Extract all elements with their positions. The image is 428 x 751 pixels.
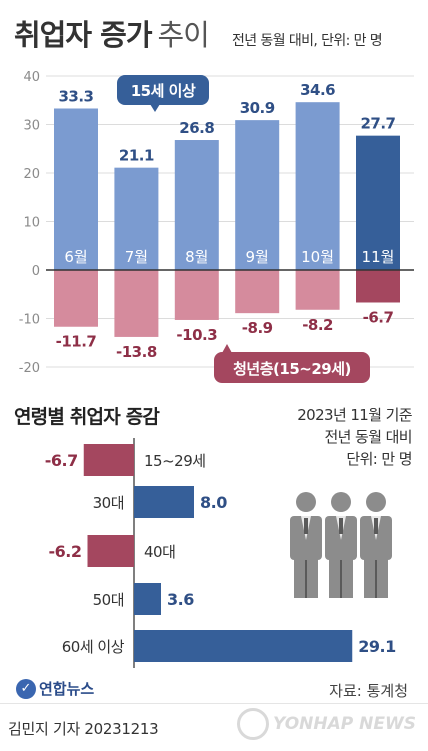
age-value-label: 8.0 [200, 493, 227, 512]
watermark-icon [237, 708, 270, 740]
bar-negative [235, 270, 280, 314]
age-category-label: 50대 [93, 591, 124, 609]
data-label-negative: -10.3 [176, 326, 217, 344]
age-bar [87, 535, 134, 567]
data-label-positive: 27.7 [360, 115, 395, 133]
footer-bar [0, 703, 428, 751]
bar-positive [235, 120, 280, 270]
bar-positive [54, 108, 98, 271]
age-bar [134, 583, 161, 615]
data-source: 자료: 통계청 [329, 682, 408, 700]
reporter-credit: 김민지 기자 20231213 [8, 720, 159, 738]
note-date: 2023년 11월 기준 [297, 406, 412, 424]
data-label-negative: -8.9 [242, 319, 273, 337]
month-label: 8월 [185, 248, 208, 266]
age-value-label: -6.7 [45, 451, 78, 470]
bar-positive [114, 167, 159, 270]
age-bar [134, 630, 353, 662]
month-label: 6월 [64, 248, 87, 266]
bar-negative [174, 270, 219, 320]
y-tick-label: -10 [19, 313, 40, 328]
bar-negative [295, 270, 340, 310]
data-label-negative: -6.7 [363, 308, 394, 326]
data-label-negative: -8.2 [302, 316, 333, 334]
month-label: 9월 [246, 248, 269, 266]
bar-positive [295, 102, 340, 270]
y-tick-label: 20 [23, 167, 40, 182]
age-category-label: 15~29세 [144, 452, 206, 470]
legend-chip-bg [214, 352, 370, 383]
month-label: 11월 [362, 248, 395, 266]
note-unit: 단위: 만 명 [346, 450, 412, 468]
bar-negative [54, 270, 98, 327]
people-group-icon [290, 492, 392, 598]
data-label-positive: 21.1 [119, 147, 154, 165]
y-tick-label: -20 [19, 361, 40, 376]
unit-note: 전년 동월 대비, 단위: 만 명 [232, 33, 383, 49]
y-tick-label: 10 [23, 216, 40, 231]
age-bar [134, 486, 194, 518]
y-tick-label: 0 [32, 264, 40, 279]
age-value-label: -6.2 [49, 542, 82, 561]
legend-chip-youth: 청년층(15~29세) [214, 344, 370, 383]
month-label: 7월 [125, 248, 148, 266]
y-tick-label: 30 [23, 119, 40, 134]
page-title: 취업자 증가 추이 [14, 18, 210, 52]
watermark: YONHAP NEWS [237, 708, 416, 740]
age-category-label: 40대 [144, 543, 175, 561]
section-notes: 2023년 11월 기준 전년 동월 대비 단위: 만 명 [297, 404, 412, 470]
y-tick-label: 40 [23, 70, 40, 85]
bar-positive [174, 140, 219, 270]
legend-chip-text: 15세 이상 [131, 82, 196, 100]
legend-chip-text: 청년층(15~29세) [233, 360, 351, 378]
age-value-label: 29.1 [358, 637, 396, 656]
legend-chip-pointer [222, 344, 232, 353]
data-label-positive: 34.6 [300, 81, 335, 99]
data-label-positive: 33.3 [58, 87, 93, 105]
section-title: 연령별 취업자 증감 [14, 406, 160, 428]
age-category-label: 30대 [93, 494, 124, 512]
legend-chip-pointer [150, 104, 160, 112]
bar-negative [356, 270, 400, 303]
logo-text: 연합뉴스 [39, 680, 95, 698]
yonhap-logo: ✓ 연합뉴스 [16, 678, 94, 699]
data-label-negative: -13.8 [116, 343, 157, 361]
data-label-positive: 26.8 [179, 119, 214, 137]
month-label: 10월 [301, 248, 334, 266]
age-category-label: 60세 이상 [62, 638, 125, 656]
data-label-negative: -11.7 [56, 333, 97, 351]
legend-chip-15plus: 15세 이상 [117, 75, 209, 112]
age-bar [83, 444, 134, 476]
bar-positive [356, 135, 400, 270]
note-basis: 전년 동월 대비 [324, 428, 412, 446]
legend-chip-bg [117, 75, 209, 105]
data-label-positive: 30.9 [240, 99, 275, 117]
yonhap-logo-icon: ✓ [16, 678, 36, 699]
bar-negative [114, 270, 159, 337]
monthly-employment-chart: 40 30 20 10 0 -10 -20 33.3 -11.7 6월 21.1 -13.8 7월 26.… [19, 70, 414, 383]
age-value-label: 3.6 [167, 590, 194, 609]
